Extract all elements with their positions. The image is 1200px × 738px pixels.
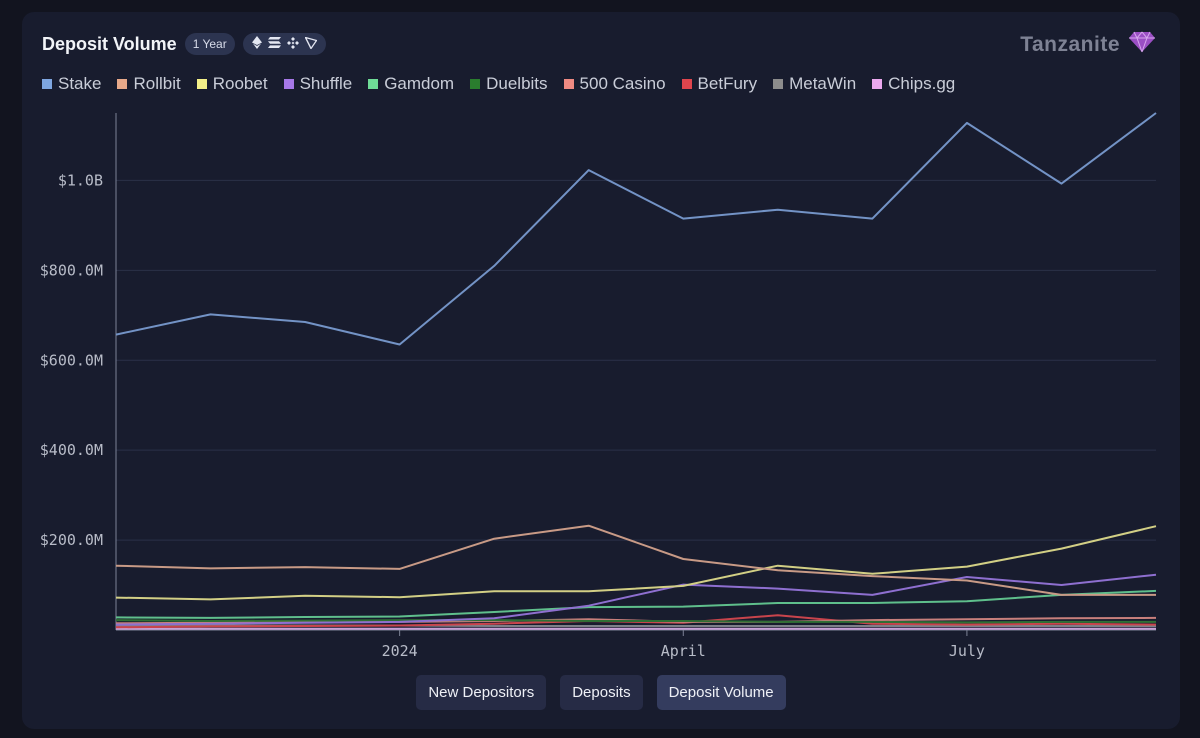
legend-label: Shuffle xyxy=(299,74,353,93)
chart-title: Deposit Volume xyxy=(42,33,177,54)
legend-swatch xyxy=(283,79,294,89)
y-tick-label: $200.0M xyxy=(40,531,103,549)
legend-item[interactable]: Chips.gg xyxy=(872,74,955,94)
deposits-button[interactable]: Deposits xyxy=(560,675,643,710)
series-line-stake xyxy=(115,112,1157,346)
period-badge[interactable]: 1 Year xyxy=(184,33,235,55)
x-tick-label: 2024 xyxy=(382,642,418,660)
series-line-rollbit xyxy=(115,524,1156,596)
legend-item[interactable]: 500 Casino xyxy=(563,74,666,94)
legend-swatch xyxy=(872,79,883,89)
legend-swatch xyxy=(368,79,379,89)
legend-item[interactable]: MetaWin xyxy=(773,74,856,94)
y-tick-label: $800.0M xyxy=(40,261,103,279)
series-line-roobet xyxy=(115,525,1157,601)
x-tick-label: April xyxy=(661,642,706,660)
chart-card: Deposit Volume 1 Year Tanzanite xyxy=(22,12,1180,729)
y-tick-label: $400.0M xyxy=(40,441,103,459)
legend-item[interactable]: Gamdom xyxy=(368,74,454,94)
legend-swatch xyxy=(117,79,128,89)
legend-label: Duelbits xyxy=(486,74,548,93)
x-tick-label: July xyxy=(949,642,985,660)
series-line-gamdom xyxy=(115,589,1157,619)
chart-header: Deposit Volume 1 Year xyxy=(42,32,326,56)
legend-swatch xyxy=(42,79,52,89)
gem-icon xyxy=(1128,31,1156,58)
metric-tabs: New Depositors Deposits Deposit Volume xyxy=(22,675,1180,710)
ethereum-icon xyxy=(251,36,262,52)
legend-label: BetFury xyxy=(697,74,758,93)
legend-label: Rollbit xyxy=(133,74,181,93)
bnb-icon xyxy=(286,36,299,52)
solana-icon xyxy=(267,37,281,51)
legend-label: Chips.gg xyxy=(888,74,956,93)
deposit-volume-button[interactable]: Deposit Volume xyxy=(656,675,786,710)
series-line-duelbits xyxy=(115,619,1156,624)
legend-item[interactable]: Shuffle xyxy=(283,74,353,94)
legend-label: Roobet xyxy=(212,74,268,93)
tron-icon xyxy=(304,35,318,52)
legend-swatch xyxy=(470,79,481,89)
brand-logo: Tanzanite xyxy=(1020,31,1156,58)
legend-label: Stake xyxy=(58,74,102,93)
legend-item[interactable]: Rollbit xyxy=(117,74,181,94)
new-depositors-button[interactable]: New Depositors xyxy=(416,675,547,710)
legend-item[interactable]: Duelbits xyxy=(470,74,548,94)
legend-swatch xyxy=(196,79,207,89)
y-tick-label: $600.0M xyxy=(40,351,103,369)
legend-label: Gamdom xyxy=(384,74,455,93)
legend-swatch xyxy=(681,79,692,89)
legend-swatch xyxy=(773,79,784,89)
legend-item[interactable]: Stake xyxy=(42,74,101,94)
legend-label: 500 Casino xyxy=(579,74,666,93)
chain-filter[interactable] xyxy=(242,33,326,55)
chart-legend: Stake Rollbit Roobet Shuffle Gamdom Duelbits 5… xyxy=(42,74,955,94)
series-line-shuffle xyxy=(115,573,1157,626)
brand-name: Tanzanite xyxy=(1020,32,1120,56)
legend-label: MetaWin xyxy=(789,74,857,93)
legend-item[interactable]: Roobet xyxy=(196,74,268,94)
legend-item[interactable]: BetFury xyxy=(681,74,758,94)
legend-swatch xyxy=(563,79,574,89)
y-tick-label: $1.0B xyxy=(58,171,103,189)
